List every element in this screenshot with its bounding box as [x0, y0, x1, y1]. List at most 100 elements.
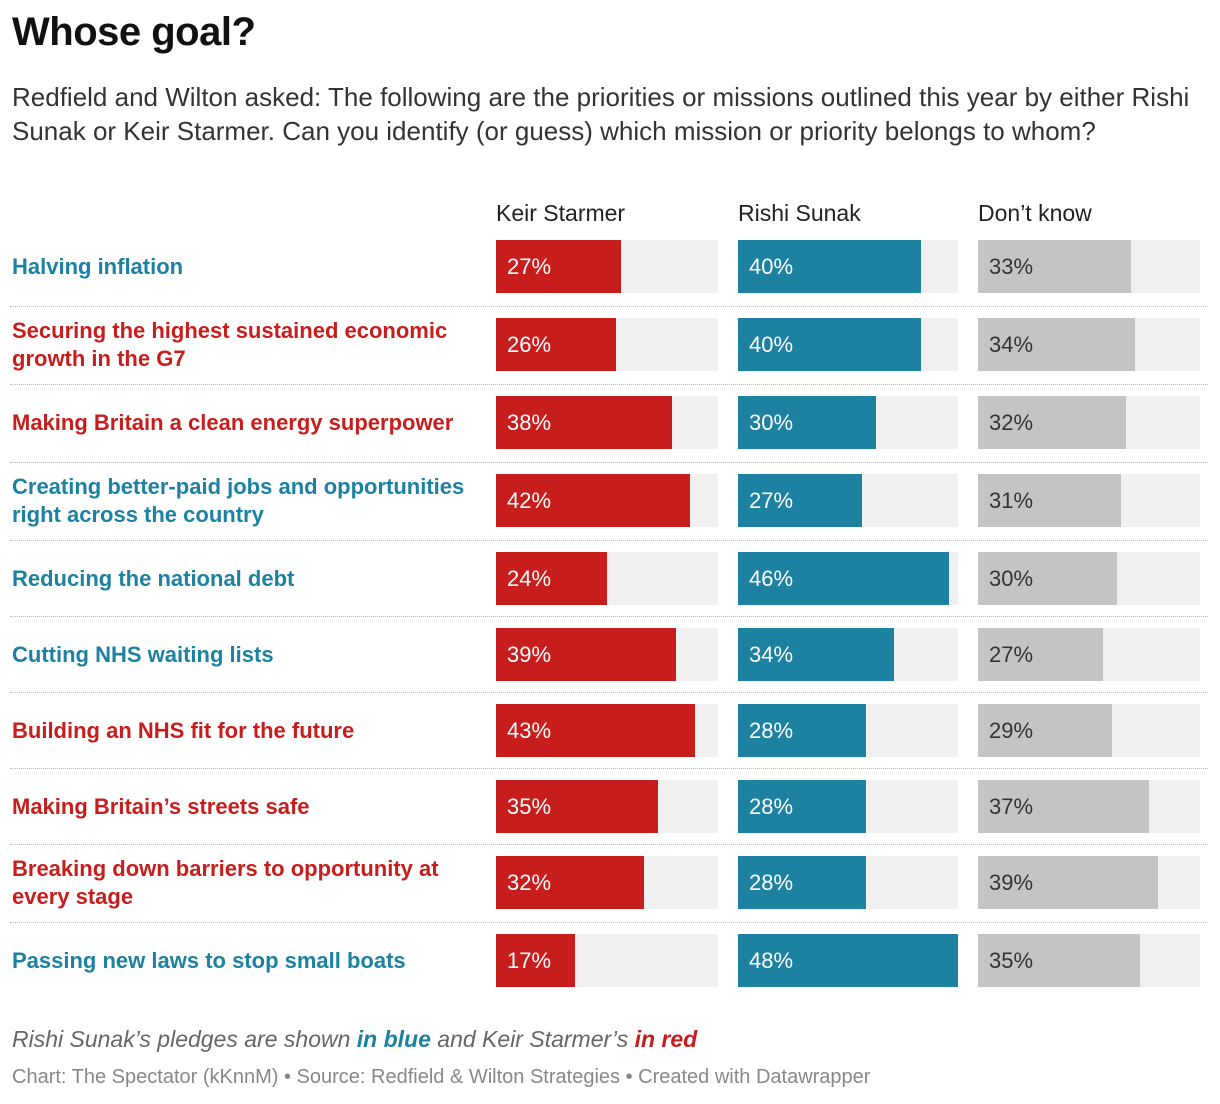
chart-title: Whose goal? — [12, 10, 256, 54]
column-header-starmer: Keir Starmer — [496, 200, 626, 226]
value-label-dontknow: 32% — [989, 410, 1034, 435]
value-label-sunak: 40% — [749, 254, 794, 279]
row-label: Making Britain’s streets safe — [12, 793, 310, 819]
bar-dontknow — [978, 934, 1140, 987]
bar-track-dontknow: 37% — [978, 780, 1200, 833]
value-label-dontknow: 34% — [989, 332, 1034, 357]
bar-dontknow — [978, 780, 1149, 833]
value-label-starmer: 27% — [507, 254, 552, 279]
bar-dontknow — [978, 552, 1117, 605]
bar-track-dontknow: 31% — [978, 474, 1200, 527]
value-label-dontknow: 29% — [989, 718, 1034, 743]
bar-track-dontknow: 29% — [978, 704, 1200, 757]
bar-starmer — [496, 628, 676, 681]
bar-track-sunak: 40% — [738, 318, 958, 371]
row-label: Securing the highest sustained economic … — [12, 317, 448, 371]
bar-track-sunak: 34% — [738, 628, 958, 681]
row-label: Cutting NHS waiting lists — [12, 641, 274, 667]
note-red-text: in red — [634, 1026, 698, 1052]
value-label-sunak: 34% — [749, 642, 794, 667]
chart-subtitle: Redfield and Wilton asked: The following… — [12, 82, 1190, 146]
note-blue-text: in blue — [356, 1026, 431, 1052]
row-separator — [10, 844, 1208, 845]
value-label-sunak: 27% — [749, 488, 794, 513]
bar-starmer — [496, 240, 621, 293]
value-label-starmer: 17% — [507, 948, 552, 973]
value-label-starmer: 42% — [507, 488, 552, 513]
row-separator — [10, 692, 1208, 693]
bar-dontknow — [978, 396, 1126, 449]
bar-track-dontknow: 27% — [978, 628, 1200, 681]
bar-track-sunak: 48% — [738, 934, 958, 987]
bar-track-starmer: 38% — [496, 396, 718, 449]
value-label-sunak: 40% — [749, 332, 794, 357]
bar-track-sunak: 46% — [738, 552, 958, 605]
value-label-dontknow: 30% — [989, 566, 1034, 591]
bar-track-sunak: 28% — [738, 780, 958, 833]
bar-sunak — [738, 240, 921, 293]
bar-sunak — [738, 780, 866, 833]
value-label-dontknow: 27% — [989, 642, 1034, 667]
row-label: Halving inflation — [12, 253, 184, 279]
value-label-dontknow: 37% — [989, 794, 1034, 819]
value-label-starmer: 39% — [507, 642, 552, 667]
bar-starmer — [496, 552, 607, 605]
row-separator — [10, 540, 1208, 541]
row-separator — [10, 768, 1208, 769]
bar-track-starmer: 27% — [496, 240, 718, 293]
bar-sunak — [738, 396, 876, 449]
row-label: Breaking down barriers to opportunity at… — [12, 855, 439, 909]
bar-track-starmer: 24% — [496, 552, 718, 605]
bar-dontknow — [978, 474, 1121, 527]
bar-sunak — [738, 628, 894, 681]
bar-sunak — [738, 856, 866, 909]
bar-track-dontknow: 39% — [978, 856, 1200, 909]
bar-dontknow — [978, 318, 1135, 371]
value-label-starmer: 26% — [507, 332, 552, 357]
row-separator — [10, 384, 1208, 385]
value-label-sunak: 28% — [749, 794, 794, 819]
row-separator — [10, 922, 1208, 923]
bar-track-starmer: 17% — [496, 934, 718, 987]
bar-track-starmer: 39% — [496, 628, 718, 681]
bar-dontknow — [978, 628, 1103, 681]
bar-sunak — [738, 934, 958, 987]
bar-sunak — [738, 318, 921, 371]
bar-dontknow — [978, 704, 1112, 757]
row-label: Passing new laws to stop small boats — [12, 947, 406, 973]
value-label-dontknow: 39% — [989, 870, 1034, 895]
bar-starmer — [496, 856, 644, 909]
bar-track-starmer: 32% — [496, 856, 718, 909]
row-separator — [10, 616, 1208, 617]
value-label-sunak: 46% — [749, 566, 794, 591]
bar-track-dontknow: 34% — [978, 318, 1200, 371]
bar-starmer — [496, 318, 616, 371]
chart-credit: Chart: The Spectator (kKnnM) • Source: R… — [12, 1066, 871, 1088]
bar-track-starmer: 43% — [496, 704, 718, 757]
bar-starmer — [496, 474, 690, 527]
value-label-starmer: 24% — [507, 566, 552, 591]
value-label-sunak: 48% — [749, 948, 794, 973]
row-label: Making Britain a clean energy superpower — [12, 409, 454, 435]
bar-track-sunak: 30% — [738, 396, 958, 449]
row-label: Reducing the national debt — [12, 565, 295, 591]
color-legend-note: Rishi Sunak’s pledges are shown in blue … — [12, 1026, 697, 1053]
bar-sunak — [738, 474, 862, 527]
bar-starmer — [496, 396, 672, 449]
bar-track-dontknow: 33% — [978, 240, 1200, 293]
value-label-dontknow: 35% — [989, 948, 1034, 973]
value-label-sunak: 28% — [749, 718, 794, 743]
bar-starmer — [496, 934, 575, 987]
value-label-starmer: 32% — [507, 870, 552, 895]
bar-track-starmer: 42% — [496, 474, 718, 527]
bar-track-dontknow: 32% — [978, 396, 1200, 449]
bar-dontknow — [978, 240, 1131, 293]
bar-starmer — [496, 704, 695, 757]
column-header-sunak: Rishi Sunak — [738, 200, 861, 226]
value-label-sunak: 30% — [749, 410, 794, 435]
column-header-dont-know: Don’t know — [978, 200, 1092, 226]
bar-track-sunak: 28% — [738, 856, 958, 909]
row-label: Building an NHS fit for the future — [12, 717, 355, 743]
bar-track-sunak: 27% — [738, 474, 958, 527]
note-text-1: Rishi Sunak’s pledges are shown — [12, 1026, 357, 1052]
